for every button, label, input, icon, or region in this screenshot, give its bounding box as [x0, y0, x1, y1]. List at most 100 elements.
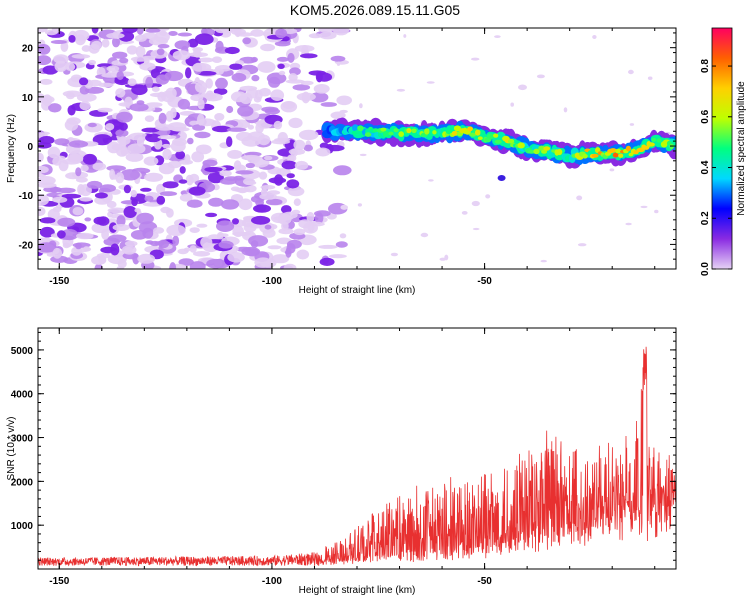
noise-blob	[38, 165, 49, 174]
noise-blob	[271, 254, 290, 264]
ridge-segment	[582, 154, 588, 159]
noise-blob	[234, 164, 246, 173]
noise-blob	[196, 71, 217, 76]
noise-blob	[145, 28, 161, 33]
noise-blob	[91, 40, 102, 50]
noise-speck	[428, 179, 434, 182]
noise-blob	[253, 204, 271, 213]
noise-blob	[136, 136, 145, 147]
noise-blob	[54, 60, 68, 72]
noise-blob	[129, 103, 149, 112]
noise-blob	[38, 182, 57, 189]
noise-blob	[131, 198, 138, 207]
noise-blob	[290, 148, 298, 157]
noise-blob	[38, 28, 48, 33]
y-tick-label: 0	[27, 142, 33, 153]
noise-blob	[175, 150, 186, 160]
noise-blob	[39, 78, 53, 85]
noise-blob	[87, 122, 97, 128]
ridge-segment	[487, 133, 495, 139]
noise-blob	[79, 77, 89, 86]
noise-blob	[115, 172, 125, 184]
noise-blob	[117, 259, 127, 269]
noise-blob	[194, 81, 208, 93]
noise-blob	[244, 180, 257, 186]
noise-blob	[68, 35, 76, 43]
noise-blob	[38, 176, 56, 185]
noise-blob	[189, 261, 206, 269]
noise-blob	[193, 251, 211, 257]
noise-blob	[153, 227, 165, 234]
noise-blob	[235, 170, 254, 175]
noise-blob	[120, 169, 140, 181]
noise-blob	[229, 63, 243, 70]
ridge-segment	[493, 133, 499, 138]
noise-blob	[177, 98, 191, 110]
noise-blob	[318, 244, 338, 249]
noise-blob	[276, 56, 289, 62]
noise-blob	[284, 250, 292, 255]
ridge-segment	[656, 138, 662, 143]
noise-speck	[625, 222, 632, 226]
noise-blob	[178, 258, 194, 266]
ridge-segment	[527, 150, 536, 154]
noise-blob	[76, 232, 94, 240]
noise-blob	[57, 217, 76, 227]
ridge-segment	[352, 124, 359, 132]
noise-blob	[110, 243, 120, 256]
chart-title: KOM5.2026.089.15.11.G05	[289, 2, 461, 18]
noise-blob	[82, 153, 97, 165]
ridge-segment	[538, 145, 545, 151]
ridge-segment	[480, 130, 486, 136]
noise-blob	[205, 212, 218, 218]
noise-blob	[121, 245, 137, 255]
noise-speck	[494, 35, 501, 38]
noise-blob	[126, 45, 138, 55]
ridge-segment	[651, 137, 657, 142]
noise-blob	[177, 32, 192, 37]
noise-blob	[156, 195, 166, 205]
noise-blob	[212, 125, 232, 133]
noise-blob	[86, 180, 103, 189]
noise-speck	[396, 88, 406, 92]
noise-blob	[92, 134, 113, 146]
ridge-segment	[609, 148, 617, 153]
ridge-segment	[533, 148, 540, 155]
noise-blob	[162, 181, 179, 189]
noise-blob	[300, 80, 314, 86]
noise-blob	[198, 57, 214, 63]
noise-blob	[94, 263, 103, 269]
noise-speck	[510, 102, 514, 107]
ridge-segment	[615, 148, 622, 154]
noise-blob	[320, 102, 337, 107]
noise-speck	[390, 252, 398, 257]
noise-blob	[149, 240, 161, 247]
y-tick-label: 3000	[11, 434, 34, 445]
noise-blob	[226, 136, 233, 148]
ridge-segment	[494, 139, 502, 144]
noise-speck	[357, 203, 362, 207]
noise-blob	[50, 40, 67, 44]
noise-blob	[216, 220, 235, 232]
noise-blob	[260, 185, 276, 190]
noise-speck	[576, 195, 583, 201]
snr-line	[38, 346, 676, 567]
noise-blob	[47, 146, 61, 159]
colorbar-tick-label: 0.2	[700, 211, 711, 225]
noise-blob	[146, 102, 163, 108]
noise-blob	[215, 77, 228, 89]
noise-blob	[245, 162, 255, 169]
noise-blob	[105, 123, 115, 131]
noise-blob	[76, 93, 97, 102]
noise-blob	[169, 262, 177, 269]
noise-blob	[319, 257, 335, 266]
noise-blob	[280, 205, 292, 214]
noise-blob	[204, 166, 223, 173]
noise-blob	[196, 223, 208, 228]
noise-blob	[68, 153, 83, 161]
noise-blob	[127, 78, 137, 86]
noise-blob	[237, 105, 254, 117]
noise-speck	[647, 76, 653, 80]
noise-speck	[339, 233, 347, 239]
noise-blob	[61, 193, 82, 199]
